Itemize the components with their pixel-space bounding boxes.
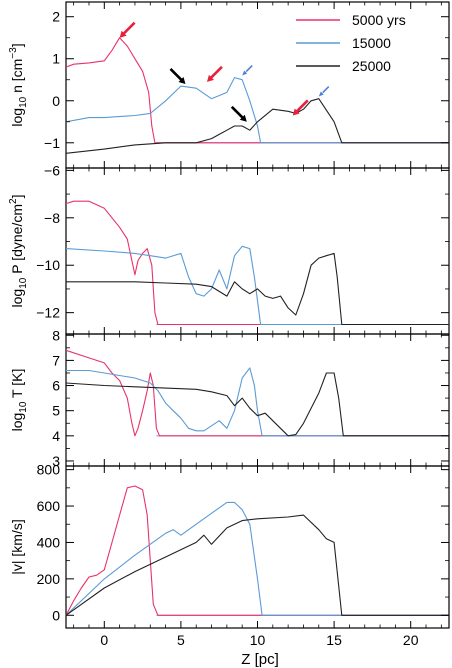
arrow-head [318, 91, 324, 97]
series-line-2 [65, 77, 449, 144]
y-axis-label-part: 2 [8, 198, 19, 204]
series-line-2 [66, 367, 449, 437]
annotation-arrow-4 [242, 64, 253, 76]
x-tick-label: 15 [326, 632, 342, 648]
y-axis-label-part: 10 [18, 277, 29, 289]
y-axis-label: log10 T [K] [9, 369, 29, 432]
arrow-shaft [122, 21, 136, 35]
legend-label-1: 5000 yrs [352, 12, 406, 28]
annotation-arrow-1 [119, 21, 136, 38]
y-tick-label: 6 [52, 378, 60, 394]
annotation-arrow-5 [230, 105, 247, 122]
y-axis-label-part: 10 [18, 401, 29, 413]
series-line-3 [65, 514, 449, 616]
y-axis-label: |v| [km/s] [9, 519, 25, 575]
annotation-arrow-3 [206, 65, 223, 82]
series-line-3 [65, 372, 449, 437]
y-axis-label: log10 n [cm−3] [8, 43, 29, 126]
x-tick-label: 20 [403, 632, 419, 648]
x-tick-label: 10 [250, 632, 266, 648]
y-axis-label-part: T [K] [9, 369, 25, 402]
arrow-head [178, 76, 186, 84]
arrow-shaft [322, 85, 330, 94]
panel-3: 3 4 5 6 7 8 log10 T [K] [9, 327, 450, 469]
arrow-head [239, 114, 247, 122]
y-tick-label: 4 [52, 428, 60, 444]
y-axis-label-part: |v| [km/s] [9, 519, 25, 575]
series-line-1 [65, 200, 449, 326]
panel-1: −1 0 1 2 log10 n [cm−3] 5000 yrs 15000 25000 [8, 1, 450, 169]
arrow-head [242, 70, 248, 76]
arrow-head [119, 30, 127, 38]
y-tick-label: 8 [52, 327, 60, 343]
y-tick-label: 5 [52, 403, 60, 419]
arrow-shaft [210, 65, 223, 79]
arrow-shaft [295, 99, 309, 113]
y-tick-label: −6 [44, 162, 60, 178]
y-tick-label: 800 [37, 462, 61, 478]
arrow-shaft [230, 105, 244, 119]
legend: 5000 yrs 15000 25000 [296, 12, 406, 74]
arrow-shaft [245, 64, 253, 73]
y-tick-label: 3 [52, 453, 60, 469]
y-tick-label: 400 [37, 534, 61, 550]
y-tick-label: −12 [36, 305, 60, 321]
x-axis-label: Z [pc] [241, 651, 279, 668]
series-line-2 [65, 245, 449, 326]
y-axis-label-part: log [9, 289, 25, 308]
annotation-arrow-7 [318, 85, 330, 97]
y-tick-label: 0 [52, 607, 60, 623]
arrow-head [292, 108, 300, 116]
series-line-1 [65, 349, 449, 437]
series-line-3 [65, 98, 449, 154]
series-line-1 [65, 485, 449, 616]
y-axis-label-part: log [9, 108, 25, 127]
y-axis-label-part: ] [9, 43, 25, 47]
y-axis-label-part: P [dyne/cm [9, 204, 25, 278]
y-tick-label: 0 [52, 93, 60, 109]
y-axis-label-part: log [9, 413, 25, 432]
annotation-arrow-2 [169, 68, 186, 84]
series-line-2 [65, 501, 449, 616]
arrow-head [206, 74, 214, 82]
y-tick-label: 200 [37, 571, 61, 587]
legend-label-2: 15000 [352, 35, 391, 51]
y-tick-label: 7 [52, 352, 60, 368]
arrow-shaft [169, 68, 183, 81]
series-line-3 [66, 252, 449, 326]
y-tick-label: 1 [52, 51, 60, 67]
y-tick-label: −8 [44, 210, 60, 226]
legend-label-3: 25000 [352, 58, 391, 74]
annotation-arrow-6 [292, 99, 309, 116]
y-axis-label: log10 P [dyne/cm2] [8, 195, 29, 308]
y-tick-label: 2 [52, 9, 60, 25]
y-axis-label-part: ] [9, 195, 25, 199]
x-tick-label: 0 [100, 632, 108, 648]
y-tick-label: 600 [37, 498, 61, 514]
y-tick-label: −1 [44, 135, 60, 151]
x-tick-label: 5 [177, 632, 185, 648]
y-axis-label-part: −3 [8, 47, 19, 59]
series-line-1 [65, 37, 449, 144]
y-axis-label-part: 10 [18, 96, 29, 108]
y-axis-label-part: n [cm [9, 59, 25, 97]
y-tick-label: −10 [36, 257, 60, 273]
